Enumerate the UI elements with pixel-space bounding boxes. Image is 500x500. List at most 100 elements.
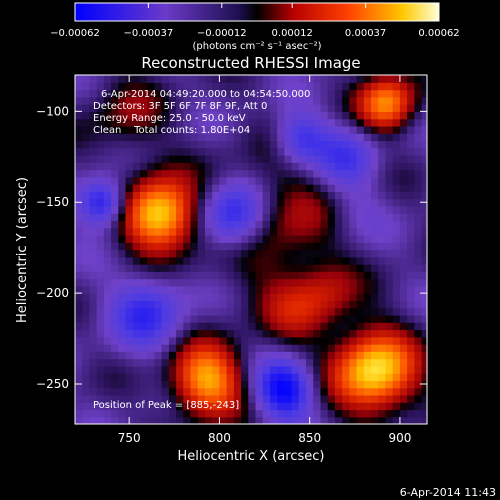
heatmap-cell — [356, 300, 365, 309]
heatmap-cell — [284, 118, 293, 127]
heatmap-cell — [313, 249, 322, 258]
heatmap-cell — [89, 118, 98, 127]
heatmap-cell — [248, 75, 257, 83]
heatmap-cell — [212, 242, 220, 251]
heatmap-cell — [168, 387, 177, 396]
heatmap-cell — [421, 344, 427, 352]
heatmap-cell — [291, 402, 300, 411]
heatmap-cell — [219, 111, 228, 120]
heatmap-cell — [125, 322, 134, 331]
heatmap-cell — [392, 402, 401, 411]
heatmap-cell — [262, 242, 271, 251]
heatmap-cell — [378, 242, 387, 251]
heatmap-cell — [132, 235, 141, 243]
heatmap-cell — [197, 329, 206, 338]
heatmap-cell — [147, 111, 155, 120]
heatmap-cell — [277, 198, 285, 207]
heatmap-cell — [140, 198, 148, 207]
heatmap-cell — [183, 351, 192, 360]
heatmap-cell — [154, 293, 163, 301]
heatmap-cell — [291, 191, 300, 200]
heatmap-cell — [226, 82, 235, 91]
heatmap-cell — [118, 314, 127, 323]
heatmap-cell — [356, 162, 365, 171]
heatmap-cell — [154, 176, 163, 185]
heatmap-cell — [349, 402, 358, 411]
heatmap-cell — [298, 249, 307, 258]
heatmap-cell — [363, 205, 372, 214]
heatmap-cell — [183, 344, 192, 352]
heatmap-cell — [183, 394, 192, 403]
footer-timestamp: 6-Apr-2014 11:43 — [400, 486, 496, 499]
heatmap-cell — [205, 205, 213, 214]
heatmap-cell — [262, 402, 271, 411]
heatmap-cell — [371, 344, 379, 352]
heatmap-cell — [176, 336, 184, 345]
heatmap-cell — [291, 365, 300, 374]
heatmap-cell — [277, 329, 285, 338]
heatmap-cell — [233, 285, 242, 294]
heatmap-cell — [414, 249, 423, 258]
heatmap-cell — [89, 409, 98, 418]
heatmap-cell — [248, 314, 257, 323]
heatmap-cell — [371, 169, 379, 178]
heatmap-cell — [363, 140, 372, 149]
heatmap-cell — [349, 242, 358, 251]
heatmap-cell — [103, 176, 112, 185]
heatmap-cell — [96, 373, 105, 381]
heatmap-cell — [183, 176, 192, 185]
heatmap-cell — [262, 365, 271, 374]
heatmap-cell — [342, 125, 350, 134]
heatmap-cell — [103, 373, 112, 381]
heatmap-cell — [132, 285, 141, 294]
heatmap-cell — [407, 336, 415, 345]
heatmap-cell — [407, 104, 415, 112]
heatmap-cell — [212, 162, 220, 171]
heatmap-cell — [284, 351, 293, 360]
heatmap-cell — [277, 271, 285, 280]
heatmap-cell — [349, 75, 358, 83]
heatmap-cell — [176, 227, 184, 236]
heatmap-cell — [103, 191, 112, 200]
heatmap-cell — [197, 416, 206, 424]
heatmap-cell — [241, 176, 249, 185]
heatmap-cell — [96, 314, 105, 323]
heatmap-cell — [327, 104, 336, 112]
heatmap-cell — [154, 147, 163, 156]
heatmap-cell — [421, 271, 427, 280]
heatmap-cell — [96, 387, 105, 396]
heatmap-cell — [327, 314, 336, 323]
heatmap-cell — [190, 118, 199, 127]
heatmap-cell — [371, 191, 379, 200]
heatmap-cell — [270, 314, 278, 323]
heatmap-cell — [111, 176, 119, 185]
heatmap-cell — [342, 220, 350, 229]
heatmap-cell — [96, 336, 105, 345]
heatmap-cell — [190, 155, 199, 163]
heatmap-cell — [176, 162, 184, 171]
heatmap-cell — [378, 140, 387, 149]
heatmap-cell — [270, 184, 278, 192]
heatmap-cell — [82, 89, 90, 98]
heatmap-cell — [356, 329, 365, 338]
heatmap-cell — [103, 278, 112, 287]
annotation-detectors: Detectors: 3F 5F 6F 7F 8F 9F, Att 0 — [93, 101, 267, 112]
heatmap-cell — [270, 198, 278, 207]
heatmap-cell — [183, 387, 192, 396]
heatmap-cell — [313, 307, 322, 316]
heatmap-cell — [371, 278, 379, 287]
heatmap-cell — [327, 235, 336, 243]
heatmap-cell — [190, 380, 199, 389]
heatmap-cell — [75, 271, 83, 280]
heatmap-cell — [219, 373, 228, 381]
heatmap-cell — [270, 351, 278, 360]
heatmap-cell — [399, 285, 408, 294]
heatmap-cell — [414, 155, 423, 163]
colorbar-tick-label: −0.00012 — [197, 28, 247, 39]
heatmap-cell — [363, 329, 372, 338]
heatmap-cell — [378, 133, 387, 142]
heatmap-cell — [226, 176, 235, 185]
heatmap-cell — [103, 125, 112, 134]
heatmap-cell — [82, 322, 90, 331]
heatmap-cell — [168, 111, 177, 120]
